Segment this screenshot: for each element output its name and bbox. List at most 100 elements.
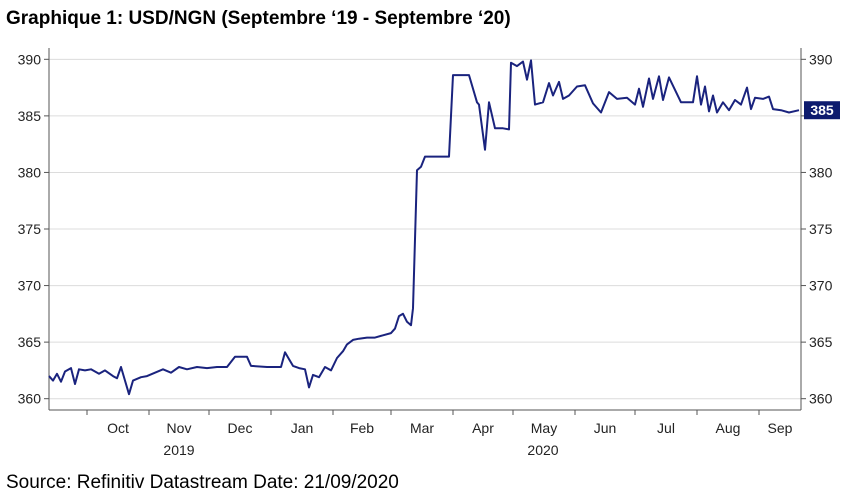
x-axis-ticks: Oct Nov Dec Jan Feb Mar Apr May Jun Jul Aug Sep 2019… <box>86 410 793 458</box>
last-value-badge-label: 385 <box>810 102 834 118</box>
data-point <box>196 366 198 368</box>
y-left-tick-label-365: 365 <box>18 334 42 350</box>
data-point <box>592 103 594 105</box>
data-point <box>234 356 236 358</box>
data-point <box>798 109 800 111</box>
data-point <box>648 78 650 80</box>
y-right-tick-label-360: 360 <box>809 391 833 407</box>
data-point <box>398 315 400 317</box>
data-point <box>522 61 524 63</box>
data-point <box>266 366 268 368</box>
data-point <box>576 86 578 88</box>
data-point <box>292 365 294 367</box>
x-tick-label-jan: Jan <box>291 420 314 436</box>
data-point <box>124 380 126 382</box>
data-point <box>416 169 418 171</box>
data-point <box>510 62 512 64</box>
source-note: Source: Refinitiv Datastream Date: 21/09… <box>6 472 399 493</box>
data-point <box>548 82 550 84</box>
data-point <box>568 95 570 97</box>
x-year-label-2020: 2020 <box>527 442 558 458</box>
data-point <box>780 109 782 111</box>
data-point <box>530 60 532 62</box>
data-point <box>448 156 450 158</box>
data-point <box>140 376 142 378</box>
data-point <box>740 104 742 106</box>
data-point <box>668 77 670 79</box>
data-point <box>584 85 586 87</box>
x-tick-label-oct: Oct <box>107 420 129 436</box>
data-point <box>484 149 486 151</box>
y-right-tick-label-370: 370 <box>809 278 833 294</box>
y-right-tick-label-380: 380 <box>809 164 833 180</box>
data-point <box>330 370 332 372</box>
data-point <box>312 374 314 376</box>
data-point <box>250 365 252 367</box>
y-axis-right-ticks: 360 365 370 375 380 385 390 <box>801 51 833 407</box>
data-point <box>226 366 228 368</box>
data-point <box>48 375 50 377</box>
last-value-badge: 385 <box>804 101 840 120</box>
data-point <box>52 380 54 382</box>
data-point <box>680 102 682 104</box>
data-point <box>280 366 282 368</box>
data-point <box>104 370 106 372</box>
data-point <box>170 372 172 374</box>
x-tick-label-sep: Sep <box>768 420 793 436</box>
data-point <box>488 102 490 104</box>
data-point <box>516 65 518 67</box>
data-point <box>382 335 384 337</box>
data-point <box>634 104 636 106</box>
x-tick-label-may: May <box>531 420 557 436</box>
data-point <box>608 91 610 93</box>
x-tick-label-apr: Apr <box>472 420 494 436</box>
gridlines <box>49 58 801 400</box>
data-point <box>534 104 536 106</box>
data-point <box>772 108 774 110</box>
data-point <box>272 366 274 368</box>
data-point <box>692 102 694 104</box>
y-right-tick-label-375: 375 <box>809 221 833 237</box>
data-point <box>132 380 134 382</box>
data-point <box>788 112 790 114</box>
data-point <box>358 338 360 340</box>
data-point <box>346 344 348 346</box>
data-point <box>70 367 72 369</box>
data-point <box>120 366 122 368</box>
data-point <box>352 339 354 341</box>
data-point <box>708 111 710 113</box>
data-point <box>90 369 92 371</box>
data-point <box>128 393 130 395</box>
series-line-0 <box>48 59 800 396</box>
x-year-label-2019: 2019 <box>163 442 194 458</box>
data-point <box>308 387 310 389</box>
data-point <box>478 104 480 106</box>
data-point <box>146 375 148 377</box>
data-point <box>452 74 454 76</box>
data-point <box>616 98 618 100</box>
data-point <box>716 112 718 114</box>
data-point <box>56 373 58 375</box>
data-point <box>246 356 248 358</box>
data-point <box>658 76 660 78</box>
data-point <box>558 81 560 83</box>
data-point <box>374 337 376 339</box>
data-point <box>552 95 554 97</box>
data-point <box>178 366 180 368</box>
data-point <box>562 98 564 100</box>
data-point <box>712 95 714 97</box>
y-left-tick-label-370: 370 <box>18 278 42 294</box>
data-point <box>728 109 730 111</box>
data-point <box>754 97 756 99</box>
data-point <box>324 366 326 368</box>
data-point <box>186 369 188 371</box>
data-point <box>78 369 80 371</box>
data-point <box>746 87 748 89</box>
data-point <box>162 369 164 371</box>
data-point <box>502 128 504 130</box>
data-point <box>420 166 422 168</box>
data-point <box>112 375 114 377</box>
data-point <box>704 86 706 88</box>
data-point <box>288 358 290 360</box>
data-point <box>206 367 208 369</box>
